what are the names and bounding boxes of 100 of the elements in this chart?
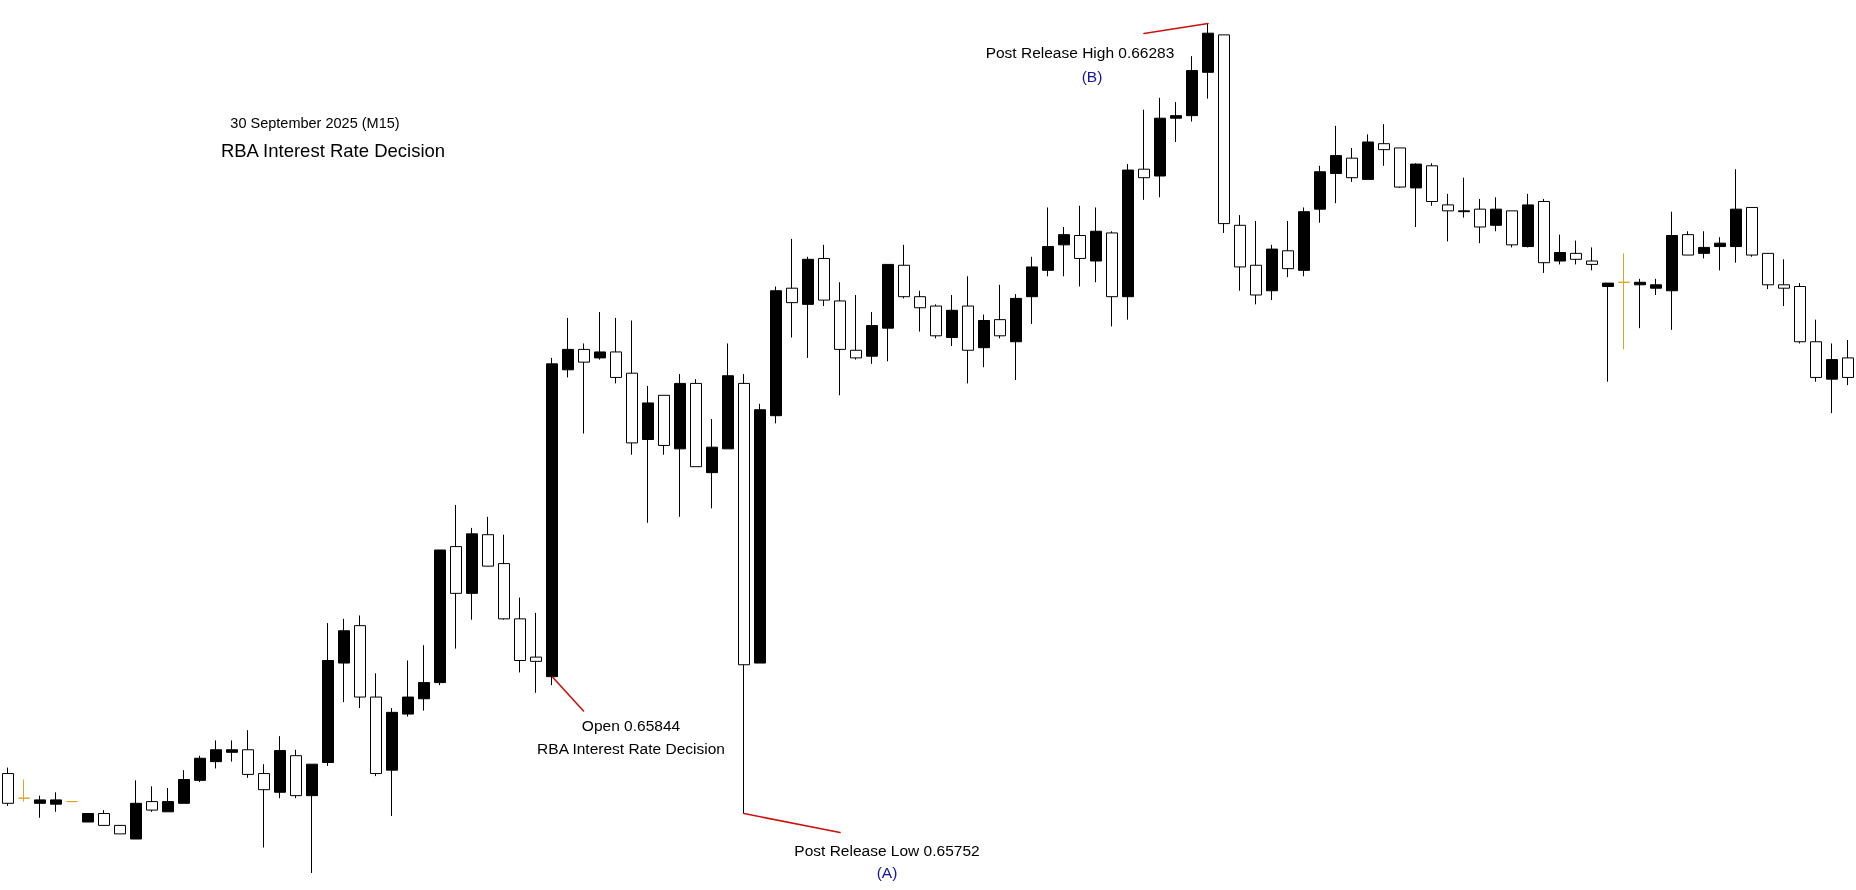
candlestick — [1250, 220, 1262, 305]
candlestick — [82, 813, 94, 823]
candlestick — [1026, 256, 1038, 325]
candlestick — [1618, 252, 1630, 350]
candlestick — [1762, 252, 1774, 290]
candlestick — [1570, 240, 1582, 265]
candlestick — [322, 622, 334, 767]
candlestick — [1506, 210, 1518, 248]
candlestick — [178, 769, 190, 804]
candlestick — [418, 644, 430, 712]
candlestick — [338, 618, 350, 703]
annotation: Post Release High 0.66283 — [985, 44, 1175, 62]
candlestick — [962, 275, 974, 384]
candlestick — [802, 256, 814, 359]
candlestick — [1138, 109, 1150, 201]
candlestick — [1218, 34, 1230, 234]
candlestick — [1634, 278, 1646, 329]
candlestick — [1698, 230, 1710, 259]
candlestick — [210, 739, 222, 769]
candlestick — [194, 755, 206, 783]
candlestick — [18, 779, 30, 803]
candlestick — [386, 707, 398, 817]
candlestick — [626, 320, 638, 456]
candlestick — [834, 281, 846, 396]
candlestick — [1490, 196, 1502, 232]
candlestick — [1746, 206, 1758, 258]
candlestick — [898, 244, 910, 299]
candlestick — [1410, 162, 1422, 228]
candlestick — [306, 763, 318, 874]
annotation: Post Release Low 0.65752 — [794, 842, 980, 860]
candlestick — [642, 385, 654, 524]
candlestick — [354, 614, 366, 709]
candlestick — [482, 516, 494, 567]
candlestick — [2, 767, 14, 807]
candlestick — [290, 749, 302, 799]
candlestick — [370, 672, 382, 777]
annotation: (B) — [1081, 68, 1103, 86]
candlestick — [1314, 165, 1326, 224]
candlestick — [930, 303, 942, 339]
candlestick — [242, 729, 254, 779]
text: RBA Interest Rate Decision — [220, 139, 446, 162]
candlestick — [818, 244, 830, 307]
candlestick — [434, 549, 446, 686]
candlestick — [1186, 55, 1198, 123]
candlestick — [690, 378, 702, 468]
candlestick — [1666, 211, 1678, 331]
candlestick — [1714, 236, 1726, 271]
candlestick — [754, 403, 766, 664]
text: 30 September 2025 (M15) — [230, 115, 400, 132]
candlestick — [722, 342, 734, 450]
candlestick — [1042, 206, 1054, 277]
candlestick — [882, 263, 894, 362]
candlestick — [402, 660, 414, 718]
candlestick — [162, 787, 174, 813]
candlestick — [1682, 230, 1694, 256]
candlestick — [1010, 293, 1022, 381]
candlestick — [1602, 282, 1614, 383]
candlestick — [946, 294, 958, 347]
candlestick — [1058, 226, 1070, 277]
candlestick — [34, 795, 46, 819]
candlestick — [978, 314, 990, 368]
candlestick — [1362, 133, 1374, 180]
candlestick — [530, 612, 542, 694]
candlestick — [1234, 214, 1246, 292]
candlestick — [850, 294, 862, 361]
annotation: (A) — [876, 864, 898, 882]
candlestick — [1474, 198, 1486, 244]
candlestick — [1378, 123, 1390, 167]
candlestick — [786, 238, 798, 338]
candlestick — [770, 286, 782, 424]
candlestick — [1266, 244, 1278, 301]
candlestick — [1122, 163, 1134, 321]
candlestick — [1202, 22, 1214, 100]
candlestick — [1842, 339, 1854, 386]
candlestick — [594, 311, 606, 361]
candlestick — [866, 311, 878, 365]
candlestick — [1826, 342, 1838, 414]
candlestick — [1090, 206, 1102, 283]
candlestick — [1730, 168, 1742, 264]
candlestick — [1330, 125, 1342, 204]
candlestick — [1650, 278, 1662, 296]
candlestick — [1154, 97, 1166, 198]
candlestick — [130, 779, 142, 840]
candlestick — [1442, 193, 1454, 242]
candlestick — [658, 394, 670, 456]
candlestick — [450, 504, 462, 650]
candlestick — [1282, 220, 1294, 278]
candlestick — [1522, 193, 1534, 248]
candlestick — [1394, 147, 1406, 189]
candlestick — [1426, 162, 1438, 207]
candlestick — [1074, 205, 1086, 287]
candlestick — [578, 342, 590, 435]
candlestick — [1810, 319, 1822, 383]
candlestick — [562, 317, 574, 378]
candlestick — [1106, 230, 1118, 327]
candlestick — [674, 373, 686, 518]
candlestick — [1586, 246, 1598, 271]
candlestick — [1554, 234, 1566, 265]
annotation: RBA Interest Rate Decision — [537, 740, 725, 758]
candlestick — [546, 357, 558, 686]
